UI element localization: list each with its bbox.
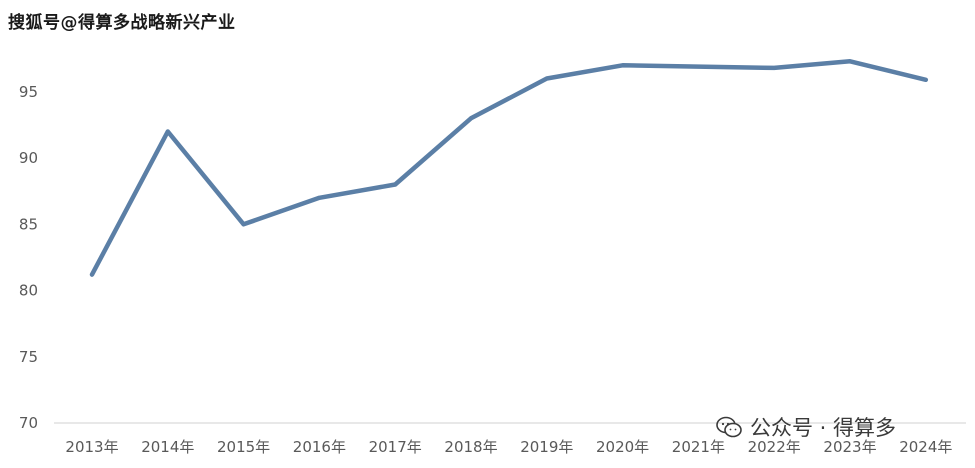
y-tick-label: 95 — [19, 83, 38, 101]
x-tick-label: 2024年 — [899, 438, 952, 456]
x-tick-label: 2023年 — [823, 438, 876, 456]
x-tick-label: 2021年 — [672, 438, 725, 456]
wechat-icon — [716, 416, 742, 438]
y-tick-label: 80 — [19, 282, 38, 300]
watermark-sohu: 搜狐号@得算多战略新兴产业 — [8, 13, 236, 33]
y-tick-label: 85 — [19, 215, 38, 233]
x-tick-label: 2022年 — [748, 438, 801, 456]
x-tick-label: 2019年 — [520, 438, 573, 456]
series-line — [89, 59, 929, 277]
x-tick-label: 2018年 — [444, 438, 497, 456]
y-tick-label: 90 — [19, 149, 38, 167]
x-tick-label: 2014年 — [141, 438, 194, 456]
x-tick-label: 2020年 — [596, 438, 649, 456]
watermark-wechat-text: 公众号 · 得算多 — [750, 416, 897, 440]
y-axis-ticks: 70 75 80 85 90 95 — [19, 83, 38, 432]
x-tick-label: 2013年 — [65, 438, 118, 456]
y-tick-label: 75 — [19, 348, 38, 366]
x-tick-label: 2016年 — [293, 438, 346, 456]
y-tick-label: 70 — [19, 414, 38, 432]
x-tick-label: 2017年 — [369, 438, 422, 456]
x-tick-label: 2015年 — [217, 438, 270, 456]
x-axis-ticks: 2013年 2014年 2015年 2016年 2017年 2018年 2019年 2020年… — [65, 438, 952, 456]
watermark-wechat: 公众号 · 得算多 — [716, 412, 896, 442]
